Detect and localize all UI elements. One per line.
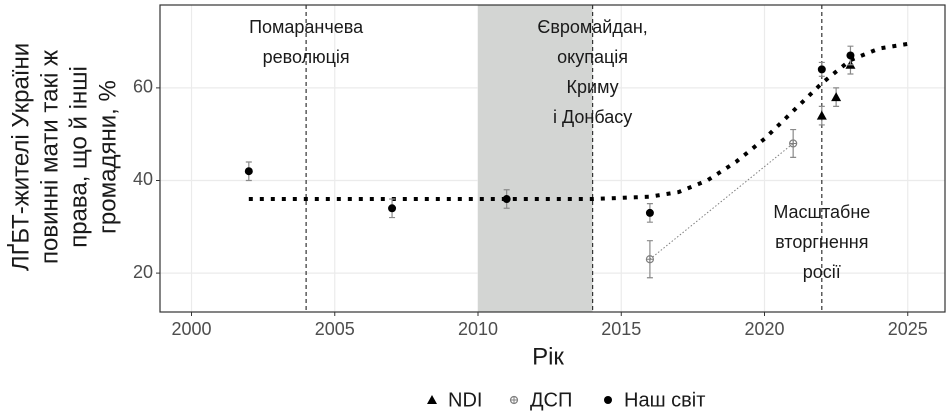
event-label: окупація [557,47,628,67]
point [509,395,519,405]
x-tick-label: 2020 [744,319,784,339]
y-tick-label: 40 [133,169,153,189]
point [604,396,612,404]
x-axis-label: Рік [532,343,564,370]
y-tick-label: 60 [133,77,153,97]
legend-label: NDI [448,389,482,411]
point [388,204,397,213]
trend-line [248,41,909,202]
y-axis-label: права, що й інші [65,66,92,248]
point [817,65,826,74]
event-label: Масштабне [773,202,870,222]
event-label: Помаранчева [249,17,364,37]
point [645,208,654,217]
y-axis-label: ЛҐБТ-жителі України [6,43,34,271]
legend-label: Наш світ [624,389,705,411]
x-tick-label: 2015 [601,319,641,339]
point [789,139,798,148]
x-tick-label: 2005 [315,319,355,339]
point [244,167,253,176]
event-label: Криму [567,77,619,97]
series-line [649,143,794,260]
point [427,395,437,404]
point-cross [646,255,654,263]
point-cross [789,139,797,147]
point [645,255,655,264]
event-label: революція [263,47,350,67]
point [831,92,842,102]
point [502,195,511,204]
plot-border [159,4,946,313]
event-label: вторгнення [775,232,868,252]
y-axis-label: повинні мати такі ж [36,50,63,264]
x-tick-label: 2010 [458,319,498,339]
x-tick-label: 2025 [888,319,928,339]
shaded-period [478,5,593,312]
event-label: і Донбасу [553,107,632,127]
legend-label: ДСП [530,389,572,411]
y-axis-label: громадяни, % [94,80,121,234]
event-label: росії [803,262,841,282]
point [846,51,855,60]
x-tick-label: 2000 [171,319,211,339]
point-cross [510,396,518,404]
y-tick-label: 20 [133,262,153,282]
event-label: Євромайдан, [537,17,647,37]
point [816,110,827,120]
